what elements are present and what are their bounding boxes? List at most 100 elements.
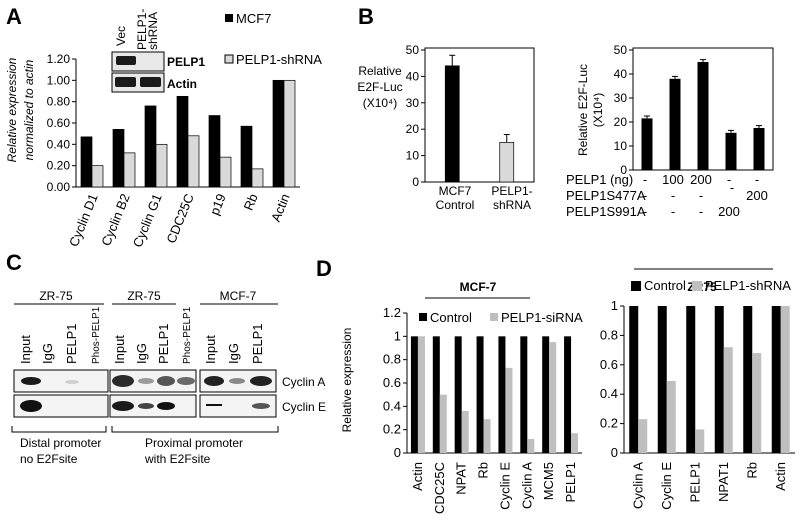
panel-b-left-ylabel-1: Relative [358,64,402,78]
panel-d-right-categories: Cyclin A Cyclin E PELP1 NPAT1 Rb Actin [630,462,788,510]
panel-label-c: C [6,250,22,275]
bar [695,429,705,453]
bar [499,142,515,183]
bar [251,168,264,188]
y-tick-label: 1 [611,298,618,313]
lane-label: IgG [40,343,55,364]
panel-b-right-ylabel-2: (X10⁴) [591,93,605,128]
condition-cell: - [671,188,675,203]
condition-cell: - [643,188,647,203]
condition-cell: - [643,204,647,219]
panel-d-ylabel: Relative expression [340,328,354,433]
condition-cell: - [699,188,703,203]
lane-label: Phos-PELP1 [91,306,102,364]
panel-b-right-ylabel-1: Relative E2F-Luc [576,64,590,156]
condition-row-label: PELP1S477A [566,188,646,203]
panel-d-right-axes: 0 0.2 0.4 0.6 0.8 1 [600,298,795,460]
blot-distal-cyclin-e [13,394,109,418]
bar [725,132,737,170]
lane-label: PELP1 [250,324,265,364]
bar [723,347,733,453]
y-tick-label: 50 [614,43,628,57]
bar [454,336,462,453]
bar [498,336,506,453]
panel-b-left-xlabel-2: Control [436,198,475,212]
condition-cell: - [671,204,675,219]
band [112,401,134,411]
category-label: Rb [744,462,759,479]
bar [417,336,425,453]
category-label: Cyclin B2 [98,192,132,249]
legend-label-control: Control [430,310,472,325]
bar [542,336,550,453]
category-label: p19 [207,192,229,218]
lane-label: PELP1 [156,324,171,364]
lane-label: IgG [226,343,241,364]
panel-d-left-axes: 0 0.2 0.4 0.6 0.8 1 1.2 [383,305,582,460]
y-tick-label: 0.6 [600,357,618,372]
y-tick-label: 0.80 [47,95,71,109]
band [229,378,245,384]
panel-b-left-xlabel-1: MCF7 [439,184,472,198]
band [138,378,154,384]
bar [123,152,136,188]
panel-c-lane-labels: Input IgG PELP1 Phos-PELP1 Input IgG PELP1 Phos… [18,306,265,364]
y-tick-label: 20 [614,115,628,129]
category-label: PELP1 [563,462,578,502]
lane-label: Phos-PELP1 [182,306,193,364]
legend-swatch-control [631,281,641,291]
band [21,377,41,385]
bar [144,105,157,188]
panel-a-legend: MCF7 PELP1-shRNA [224,11,322,67]
bar [80,136,93,188]
legend-swatch-control [419,313,427,321]
panel-c-bracket-right [111,426,279,433]
panel-b: Relative E2F-Luc (X10⁴) 0 10 20 30 40 50 MCF7… [357,43,774,219]
panel-a-bars [80,79,296,188]
bar [666,380,676,453]
inset-band-actin-vec [115,77,136,87]
y-tick-label: 0.4 [600,386,618,401]
y-tick-label: 0.2 [600,416,618,431]
y-tick-label: 0 [611,445,618,460]
bar [112,129,125,188]
bar [714,306,724,453]
y-tick-label: 1 [394,328,401,343]
y-tick-label: 0 [394,445,401,460]
bar [686,306,696,453]
panel-c-row-cyclin-e: Cyclin E [282,400,326,414]
panel-b-right-bars [641,59,765,170]
bar [564,336,572,453]
legend-label-shrna: PELP1-shRNA [705,278,791,293]
condition-cell: 200 [718,204,740,219]
blot-proximal-mcf7-cyclin-e [199,394,277,418]
panel-c-row-cyclin-a: Cyclin A [282,375,325,389]
band [157,376,175,386]
panel-b-right-condition-table: PELP1 (ng) -100 200- -PELP1S477A- - --200PELP… [566,172,768,219]
category-label: Cyclin E [659,462,674,510]
bar [520,336,528,453]
bar [439,394,447,453]
panel-label-d: D [316,256,332,281]
bar [549,342,557,453]
panel-b-left-xlabel-4: shRNA [493,198,531,212]
legend-label-mcf7: MCF7 [236,11,271,26]
y-tick-label: 0 [620,163,627,177]
band [250,376,272,386]
bar [444,65,460,183]
y-tick-label: 10 [614,139,628,153]
y-tick-label: 0.00 [47,180,71,194]
y-tick-label: 0.60 [47,116,71,130]
y-tick-label: 0.20 [47,159,71,173]
panel-d-left-bars [410,336,579,453]
y-tick-label: 20 [406,122,420,136]
category-label: Actin [268,192,293,224]
condition-cell: - [755,172,759,187]
y-tick-label: 0.2 [383,422,401,437]
category-label: NPAT1 [716,462,731,502]
inset-row-actin: Actin [167,77,197,91]
category-label: Rb [241,192,261,213]
category-label: Rb [476,462,491,479]
inset-col-shrna-2: shRNA [146,12,160,50]
legend-label-sirna: PELP1-siRNA [501,310,583,325]
